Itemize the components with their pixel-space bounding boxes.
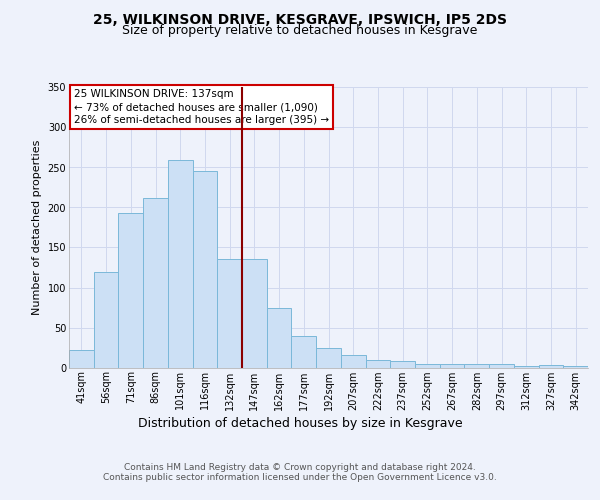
Bar <box>341 354 365 368</box>
Bar <box>69 350 94 368</box>
Bar <box>143 198 168 368</box>
Bar <box>193 172 217 368</box>
Bar <box>242 258 267 368</box>
Text: Size of property relative to detached houses in Kesgrave: Size of property relative to detached ho… <box>122 24 478 37</box>
Bar <box>563 366 588 368</box>
Bar <box>514 366 539 368</box>
Text: 25 WILKINSON DRIVE: 137sqm
← 73% of detached houses are smaller (1,090)
26% of s: 25 WILKINSON DRIVE: 137sqm ← 73% of deta… <box>74 89 329 126</box>
Bar <box>94 272 118 368</box>
Bar <box>365 360 390 368</box>
Bar <box>539 365 563 368</box>
Bar <box>440 364 464 368</box>
Bar <box>267 308 292 368</box>
Bar <box>118 213 143 368</box>
Text: Distribution of detached houses by size in Kesgrave: Distribution of detached houses by size … <box>137 418 463 430</box>
Bar <box>217 258 242 368</box>
Bar <box>292 336 316 368</box>
Bar <box>390 361 415 368</box>
Bar <box>464 364 489 368</box>
Bar <box>168 160 193 368</box>
Bar <box>489 364 514 368</box>
Y-axis label: Number of detached properties: Number of detached properties <box>32 140 42 315</box>
Bar <box>415 364 440 368</box>
Text: Contains HM Land Registry data © Crown copyright and database right 2024.
Contai: Contains HM Land Registry data © Crown c… <box>103 462 497 482</box>
Bar <box>316 348 341 368</box>
Text: 25, WILKINSON DRIVE, KESGRAVE, IPSWICH, IP5 2DS: 25, WILKINSON DRIVE, KESGRAVE, IPSWICH, … <box>93 12 507 26</box>
